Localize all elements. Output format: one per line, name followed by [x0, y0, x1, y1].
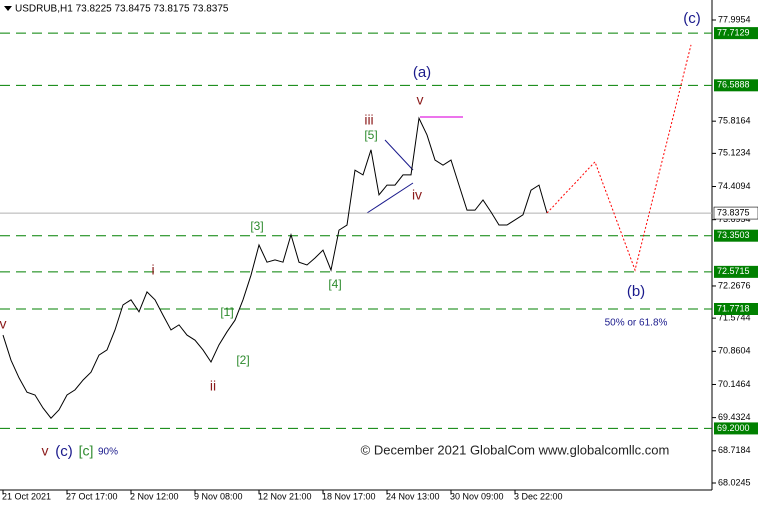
x-tick-label: 9 Nov 08:00 — [194, 491, 243, 501]
level-label-box — [714, 422, 758, 435]
wave-label: [c] — [79, 443, 94, 459]
y-tick-label: 69.4324 — [718, 412, 751, 422]
x-tick-label: 21 Oct 2021 — [2, 491, 51, 501]
wave-label: v — [0, 316, 7, 332]
wave-label: [5] — [364, 128, 377, 142]
wave-label: [2] — [236, 353, 249, 367]
wave-label: [1] — [220, 305, 233, 319]
forecast-line — [546, 44, 692, 272]
y-tick-label: 70.1464 — [718, 379, 751, 389]
wave-label: v — [42, 443, 49, 459]
x-tick-label: 3 Dec 22:00 — [514, 491, 563, 501]
wave-label: [3] — [250, 219, 263, 233]
price-line — [2, 116, 548, 419]
y-tick-label: 70.8604 — [718, 346, 751, 356]
x-tick-label: 2 Nov 12:00 — [130, 491, 179, 501]
y-tick-label: 68.0245 — [718, 477, 751, 487]
level-label: 71.7718 — [717, 303, 750, 313]
level-label-box — [714, 265, 758, 278]
y-tick-label: 75.8164 — [718, 116, 751, 126]
symbol-icon — [4, 6, 12, 11]
x-tick-label: 18 Nov 17:00 — [322, 491, 376, 501]
wave-label: 90% — [98, 447, 118, 458]
wave-label: [4] — [328, 277, 341, 291]
last-price-label: 73.8375 — [717, 207, 750, 217]
wave-label: (a) — [413, 64, 431, 81]
level-label-box — [714, 302, 758, 315]
triangle-line — [366, 182, 414, 214]
y-tick-label: 68.7184 — [718, 445, 751, 455]
wave-label: iii — [364, 112, 373, 128]
level-label: 77.7129 — [717, 27, 750, 37]
level-label-box — [714, 27, 758, 40]
level-label: 76.5888 — [717, 80, 750, 90]
x-tick-label: 12 Nov 21:00 — [258, 491, 312, 501]
wave-label: 50% or 61.8% — [605, 318, 668, 329]
wave-label: (b) — [627, 283, 645, 300]
chart-title: USDRUB,H1 73.8225 73.8475 73.8175 73.837… — [15, 4, 229, 15]
x-tick-label: 30 Nov 09:00 — [450, 491, 504, 501]
level-label: 73.3503 — [717, 230, 750, 240]
y-tick-label: 74.4094 — [718, 181, 751, 191]
wave-label: (c) — [683, 10, 701, 27]
wave-label: v — [417, 92, 424, 108]
x-tick-label: 27 Oct 17:00 — [66, 491, 118, 501]
level-label: 72.5715 — [717, 266, 750, 276]
level-label-box — [714, 229, 758, 242]
x-tick-label: 24 Nov 13:00 — [386, 491, 440, 501]
y-tick-label: 71.5744 — [718, 313, 751, 323]
level-label-box — [714, 79, 758, 92]
wave-label: (c) — [55, 443, 73, 460]
triangle-line — [384, 139, 414, 171]
level-label: 69.2000 — [717, 423, 750, 433]
y-tick-label: 75.1234 — [718, 148, 751, 158]
wave-label: ii — [210, 378, 216, 394]
wave-label: i — [151, 262, 154, 278]
y-tick-label: 72.2676 — [718, 280, 751, 290]
last-price-box — [713, 206, 758, 220]
y-tick-label: 77.9954 — [718, 14, 751, 24]
wave-label: iv — [412, 187, 422, 203]
copyright: © December 2021 GlobalCom www.globalcoml… — [361, 442, 670, 457]
